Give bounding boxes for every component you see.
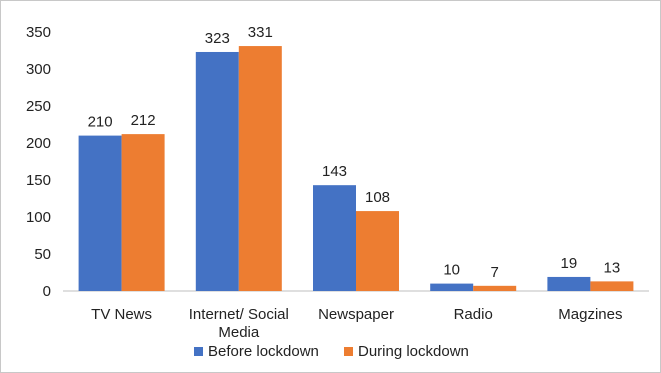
y-tick-label: 300 bbox=[26, 61, 51, 78]
x-category-label: Internet/ Social Media bbox=[189, 306, 289, 341]
bar-during-2 bbox=[238, 46, 282, 292]
x-category-label: TV News bbox=[91, 306, 152, 323]
data-label: 323 bbox=[205, 30, 230, 47]
x-category-label: Radio bbox=[454, 306, 493, 323]
data-label: 108 bbox=[365, 189, 390, 206]
legend-swatch-during bbox=[344, 347, 353, 356]
x-category-label: Magzines bbox=[558, 306, 622, 323]
data-label: 210 bbox=[88, 114, 113, 131]
y-tick-label: 150 bbox=[26, 172, 51, 189]
data-label: 19 bbox=[561, 255, 578, 272]
y-tick-label: 200 bbox=[26, 135, 51, 152]
bar-before-1 bbox=[78, 135, 122, 291]
data-label: 212 bbox=[131, 112, 156, 129]
bar-before-5 bbox=[547, 276, 591, 291]
y-tick-label: 100 bbox=[26, 209, 51, 226]
y-tick-label: 350 bbox=[26, 24, 51, 41]
data-label: 7 bbox=[491, 264, 499, 281]
legend-label: Before lockdown bbox=[208, 343, 319, 360]
bar-during-5 bbox=[590, 281, 634, 291]
data-label: 331 bbox=[248, 24, 273, 41]
bar-during-1 bbox=[121, 134, 165, 291]
data-label: 143 bbox=[322, 163, 347, 180]
bar-before-3 bbox=[313, 185, 356, 291]
bar-before-4 bbox=[430, 283, 474, 291]
bar-during-3 bbox=[356, 211, 399, 291]
data-label: 13 bbox=[604, 259, 621, 276]
data-label: 10 bbox=[443, 262, 460, 279]
x-category-label: Newspaper bbox=[318, 306, 394, 323]
legend-label: During lockdown bbox=[358, 343, 469, 360]
y-tick-label: 50 bbox=[34, 246, 51, 263]
y-tick-label: 250 bbox=[26, 98, 51, 115]
bar-during-4 bbox=[473, 285, 517, 291]
y-tick-label: 0 bbox=[43, 283, 51, 300]
bar-before-2 bbox=[195, 51, 239, 292]
legend-swatch-before bbox=[194, 347, 203, 356]
